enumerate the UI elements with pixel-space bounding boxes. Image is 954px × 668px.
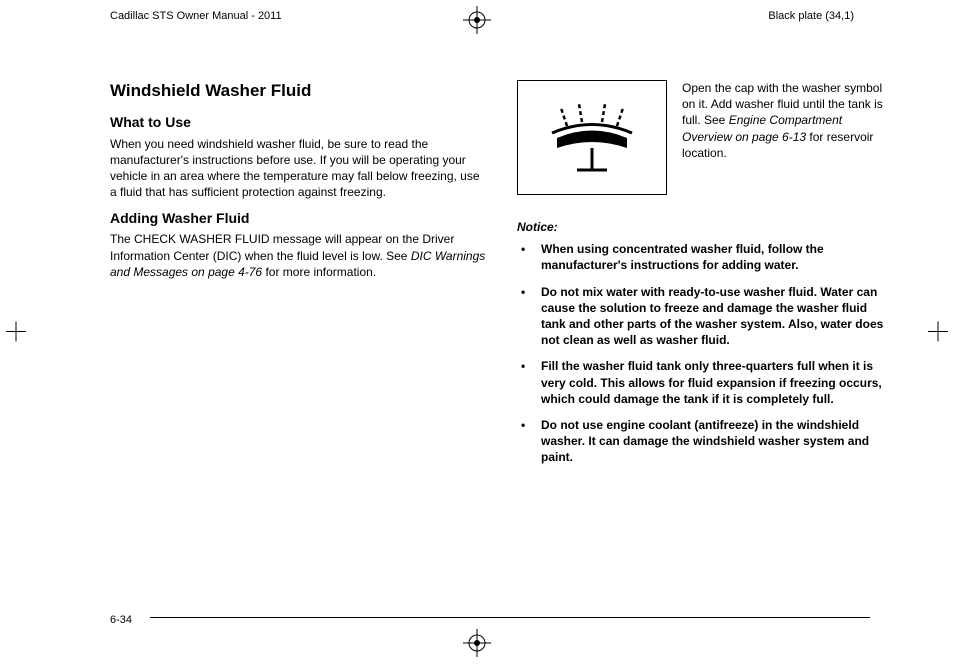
section-heading: Windshield Washer Fluid: [110, 80, 487, 103]
right-column: Open the cap with the washer symbol on i…: [517, 80, 894, 598]
registration-mark-left: [6, 322, 26, 347]
page-footer: 6-34: [110, 614, 894, 626]
page-content: Windshield Washer Fluid What to Use When…: [110, 80, 894, 598]
paragraph: When you need windshield washer fluid, b…: [110, 136, 487, 201]
text: for more information.: [262, 265, 376, 279]
washer-fluid-icon: [537, 98, 647, 178]
notice-item: Do not mix water with ready-to-use washe…: [531, 284, 894, 349]
notice-label: Notice:: [517, 219, 894, 235]
registration-mark-top: [463, 6, 491, 39]
manual-title: Cadillac STS Owner Manual - 2011: [110, 10, 282, 22]
subheading-adding: Adding Washer Fluid: [110, 209, 487, 228]
symbol-caption: Open the cap with the washer symbol on i…: [682, 80, 894, 207]
text: The CHECK WASHER FLUID message will appe…: [110, 232, 454, 262]
footer-rule: [150, 617, 870, 618]
paragraph: The CHECK WASHER FLUID message will appe…: [110, 231, 487, 280]
left-column: Windshield Washer Fluid What to Use When…: [110, 80, 487, 598]
registration-mark-bottom: [463, 629, 491, 662]
registration-mark-right: [928, 322, 948, 347]
plate-info: Black plate (34,1): [768, 10, 854, 22]
subheading-what-to-use: What to Use: [110, 113, 487, 132]
page-number: 6-34: [110, 614, 132, 626]
washer-symbol-box: [517, 80, 667, 195]
symbol-row: Open the cap with the washer symbol on i…: [517, 80, 894, 207]
notice-list: When using concentrated washer fluid, fo…: [517, 241, 894, 465]
notice-item: Fill the washer fluid tank only three-qu…: [531, 358, 894, 407]
notice-item: Do not use engine coolant (antifreeze) i…: [531, 417, 894, 466]
notice-item: When using concentrated washer fluid, fo…: [531, 241, 894, 273]
